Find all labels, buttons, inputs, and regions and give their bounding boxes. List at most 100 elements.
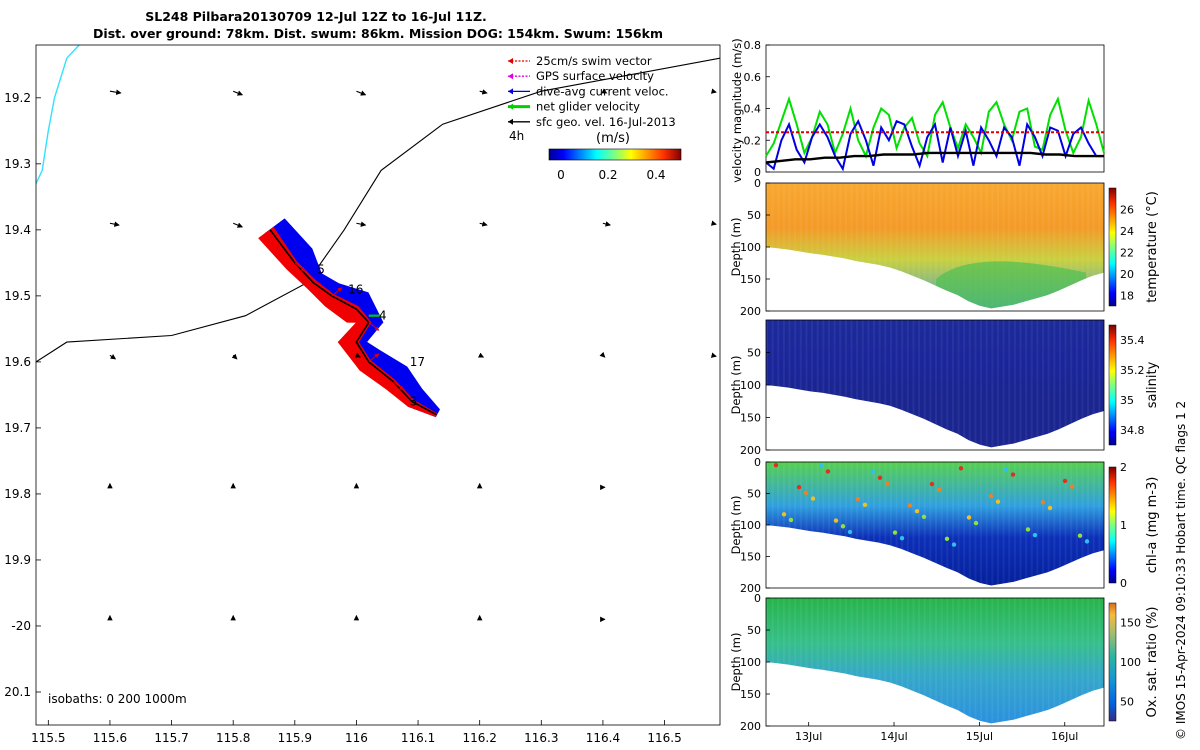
- section-texture: [856, 320, 859, 448]
- map-colorbar-tick-label: 0.4: [646, 168, 665, 182]
- map-colorbar-title: (m/s): [596, 131, 630, 146]
- section-texture: [980, 183, 983, 309]
- section-texture: [1019, 462, 1022, 586]
- section-texture: [940, 183, 943, 309]
- section-texture: [923, 320, 926, 448]
- section-texture: [1036, 462, 1039, 586]
- section-panel: 0 50 100 150 200 Depth (m) 0 1 2 chl-a (mg m-3): [729, 456, 1160, 595]
- section-texture: [1070, 320, 1073, 448]
- section-texture: [901, 183, 904, 309]
- current-arrow: [231, 353, 238, 360]
- velocity-frame: [765, 44, 1105, 173]
- isobath-line: [36, 45, 80, 184]
- chl-sample-dot: [847, 529, 853, 535]
- section-ylabel: Depth (m): [729, 496, 743, 555]
- section-fill: [766, 598, 1104, 724]
- section-texture: [906, 183, 909, 309]
- section-texture: [1075, 183, 1078, 309]
- section-texture: [805, 598, 808, 724]
- chl-sample-dot: [907, 503, 913, 508]
- section-texture: [1025, 183, 1028, 309]
- section-ytick-label: 50: [747, 624, 761, 637]
- map-panel: 5 16 4 17 3 115.5 115.6 115.7 115.8 115.9 116 116.…: [4, 44, 721, 745]
- section-colorbar-tick-label: 26: [1120, 203, 1134, 216]
- map-ytick-label: 19.5: [4, 289, 31, 303]
- section-texture: [996, 598, 999, 724]
- legend-arrowhead: [508, 103, 513, 110]
- legend-arrowhead: [508, 73, 513, 80]
- chl-sample-dot: [796, 485, 802, 490]
- section-ytick-label: 100: [740, 241, 761, 254]
- section-texture: [1008, 183, 1011, 309]
- day-label: 3: [410, 395, 418, 409]
- section-texture: [923, 462, 926, 586]
- section-colorbar-tick-label: 35.2: [1120, 364, 1145, 377]
- section-ytick-label: 150: [740, 273, 761, 286]
- map-xtick-label: 115.8: [216, 731, 250, 745]
- section-texture: [963, 598, 966, 724]
- section-texture: [794, 462, 797, 586]
- section-texture: [929, 320, 932, 448]
- section-texture: [884, 598, 887, 724]
- isobaths-note: isobaths: 0 200 1000m: [48, 692, 187, 706]
- legend-arrowhead: [508, 118, 513, 125]
- section-texture: [850, 183, 853, 309]
- section-texture: [777, 183, 780, 309]
- section-texture: [861, 462, 864, 586]
- section-texture: [777, 320, 780, 448]
- section-texture: [1075, 320, 1078, 448]
- section-texture: [906, 462, 909, 586]
- section-texture: [912, 183, 915, 309]
- section-texture: [1025, 598, 1028, 724]
- map-ytick-label: 19.7: [4, 421, 31, 435]
- map-xtick-label: 116.4: [586, 731, 620, 745]
- velocity-series-line: [765, 95, 1105, 159]
- section-colorbar-tick-label: 35: [1120, 394, 1134, 407]
- section-texture: [1053, 598, 1056, 724]
- section-texture: [799, 320, 802, 448]
- section-texture: [827, 598, 830, 724]
- current-arrow: [710, 220, 717, 226]
- chl-sample-dot: [1084, 539, 1090, 544]
- section-texture: [929, 183, 932, 309]
- section-texture: [912, 598, 915, 724]
- section-ylabel: Depth (m): [729, 633, 743, 692]
- section-colorbar: [1108, 324, 1117, 446]
- section-texture: [1002, 320, 1005, 448]
- section-texture: [1092, 462, 1095, 586]
- map-xtick-label: 116.2: [462, 731, 496, 745]
- section-texture: [878, 183, 881, 309]
- section-texture: [816, 598, 819, 724]
- swim-arrow: [368, 353, 380, 363]
- section-ytick-label: 150: [740, 412, 761, 425]
- section-texture: [766, 183, 768, 309]
- swim-arrow: [393, 381, 404, 391]
- section-texture: [1002, 462, 1005, 586]
- section-texture: [935, 320, 937, 448]
- section-texture: [918, 320, 921, 448]
- chl-sample-dot: [1077, 533, 1083, 538]
- chl-sample-dot: [781, 512, 787, 517]
- map-xtick-label: 115.7: [154, 731, 188, 745]
- chl-sample-dot: [899, 536, 905, 541]
- section-texture: [940, 320, 943, 448]
- section-texture: [1098, 462, 1101, 586]
- section-texture: [822, 598, 825, 724]
- section-texture: [895, 598, 898, 724]
- map-ytick-label: 19.8: [4, 487, 31, 501]
- section-texture: [980, 598, 983, 724]
- section-texture: [935, 183, 937, 309]
- section-texture: [1070, 462, 1073, 586]
- map-ytick-label: 19.4: [4, 223, 31, 237]
- coastline: [36, 57, 720, 363]
- section-ytick-label: 150: [740, 551, 761, 564]
- section-colorbar-tick-label: 18: [1120, 289, 1134, 302]
- map-ytick-label: 19.9: [4, 553, 31, 567]
- chl-sample-dot: [921, 514, 927, 520]
- section-texture: [850, 598, 853, 724]
- section-texture: [811, 320, 814, 448]
- section-colorbar: [1108, 187, 1117, 307]
- section-texture: [766, 462, 768, 586]
- section-texture: [968, 462, 971, 586]
